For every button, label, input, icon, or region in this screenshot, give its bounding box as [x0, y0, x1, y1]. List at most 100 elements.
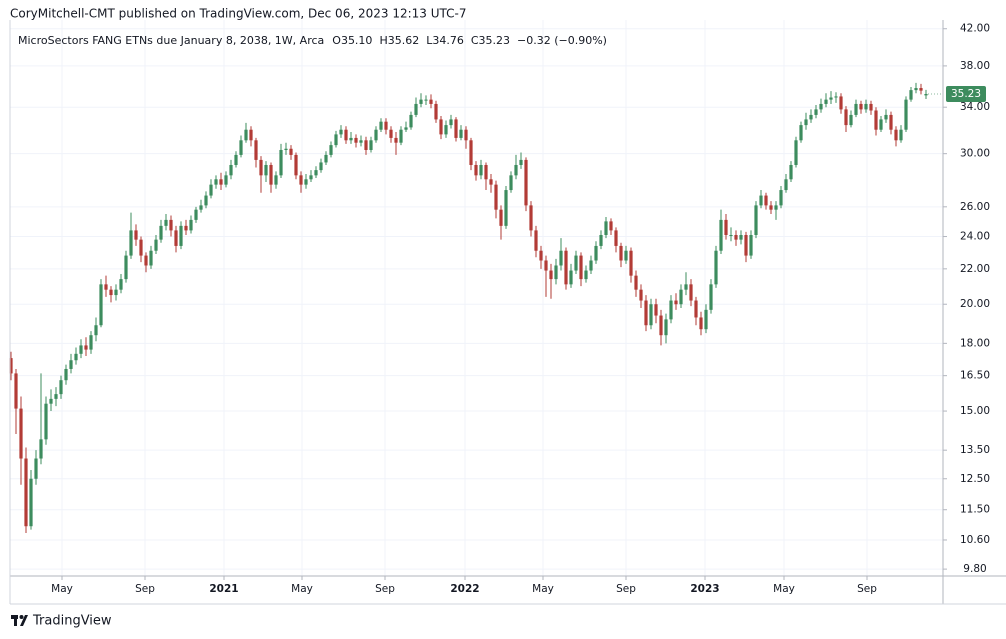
- candle-body: [54, 394, 58, 399]
- y-tick-label: 12.50: [960, 473, 990, 485]
- candle-body: [39, 439, 43, 459]
- y-tick-label: 11.50: [960, 504, 990, 516]
- candle-body: [844, 109, 848, 126]
- candle-body: [654, 304, 658, 316]
- candle-body: [269, 164, 273, 185]
- candle-body: [314, 170, 318, 176]
- x-tick-label: Sep: [375, 583, 395, 595]
- ohlc-value: L34.76: [426, 34, 464, 47]
- y-tick-label: 16.50: [960, 370, 990, 382]
- candle-body: [109, 289, 113, 296]
- candle-body: [544, 260, 548, 271]
- candle-body: [59, 380, 63, 395]
- candle-body: [99, 284, 103, 326]
- candle-body: [69, 360, 73, 369]
- candle-body: [534, 230, 538, 251]
- candle-body: [689, 284, 693, 301]
- candle-body: [354, 137, 358, 143]
- candle-body: [484, 164, 488, 180]
- x-tick-label: May: [291, 583, 313, 595]
- y-tick-label: 24.00: [960, 231, 990, 243]
- candle-body: [904, 99, 908, 130]
- candle-body: [204, 195, 208, 206]
- candle-body: [584, 270, 588, 280]
- y-tick-label: 22.00: [960, 263, 990, 275]
- candle-body: [319, 162, 323, 171]
- candle-body: [339, 129, 343, 135]
- candle-body: [384, 121, 388, 130]
- x-tick-label: 2023: [690, 583, 719, 595]
- candle-body: [589, 260, 593, 271]
- candle-body: [789, 164, 793, 180]
- candle-body: [539, 250, 543, 261]
- candle-body: [894, 129, 898, 141]
- candle-body: [764, 195, 768, 206]
- ohlc-value: −0.32 (−0.90%): [517, 34, 607, 47]
- candle-body: [884, 114, 888, 120]
- x-tick-label: Sep: [135, 583, 155, 595]
- candle-body: [119, 279, 123, 290]
- candle-body: [579, 255, 583, 280]
- candle-body: [479, 164, 483, 176]
- candle-body: [464, 129, 468, 141]
- candle-body: [849, 114, 853, 126]
- candle-body: [154, 239, 158, 251]
- candle-body: [614, 230, 618, 246]
- candle-body: [334, 134, 338, 146]
- candle-body: [344, 129, 348, 141]
- ohlc-legend: O35.10 H35.62 L34.76 C35.23 −0.32 (−0.90%): [332, 34, 607, 47]
- candle-body: [144, 255, 148, 266]
- candle-body: [249, 129, 253, 141]
- candle-body: [199, 205, 203, 210]
- candle-body: [759, 195, 763, 206]
- candle-body: [519, 159, 523, 165]
- candle-body: [289, 148, 293, 155]
- candle-body: [529, 205, 533, 231]
- candle-body: [864, 103, 868, 110]
- candle-body: [254, 140, 258, 160]
- candle-body: [44, 403, 48, 440]
- candle-body: [229, 164, 233, 176]
- candle-body: [279, 149, 283, 176]
- candle-body: [444, 125, 448, 135]
- candle-body: [794, 140, 798, 165]
- candle-body: [679, 289, 683, 305]
- candle-body: [369, 140, 373, 150]
- candle-body: [244, 129, 248, 141]
- candle-body: [714, 250, 718, 285]
- candle-body: [509, 175, 513, 191]
- candle-body: [194, 209, 198, 220]
- candle-body: [599, 234, 603, 246]
- candle-body: [664, 319, 668, 336]
- candle-body: [754, 205, 758, 235]
- candle-body: [489, 179, 493, 185]
- symbol-title: MicroSectors FANG ETNs due January 8, 20…: [18, 34, 324, 47]
- candle-body: [559, 250, 563, 266]
- candle-body: [324, 154, 328, 163]
- y-tick-label: 15.00: [960, 405, 990, 417]
- y-tick-label: 30.00: [960, 148, 990, 160]
- candle-body: [449, 119, 453, 126]
- candle-body: [604, 221, 608, 235]
- candle-body: [329, 145, 333, 155]
- candle-body: [504, 190, 508, 226]
- y-tick-label: 42.00: [960, 23, 990, 35]
- candle-body: [659, 315, 663, 336]
- candle-body: [869, 103, 873, 111]
- x-tick-label: May: [773, 583, 795, 595]
- ohlc-value: O35.10: [332, 34, 372, 47]
- candle-body: [684, 284, 688, 290]
- y-tick-label: 18.00: [960, 337, 990, 349]
- candle-body: [899, 129, 903, 141]
- candle-body: [364, 140, 368, 150]
- candle-body: [234, 154, 238, 165]
- candle-body: [454, 119, 458, 138]
- candle-body: [629, 250, 633, 276]
- y-tick-label: 20.00: [960, 298, 990, 310]
- candle-body: [829, 97, 833, 100]
- candle-body: [389, 129, 393, 138]
- candle-body: [469, 140, 473, 165]
- candle-body: [859, 103, 863, 110]
